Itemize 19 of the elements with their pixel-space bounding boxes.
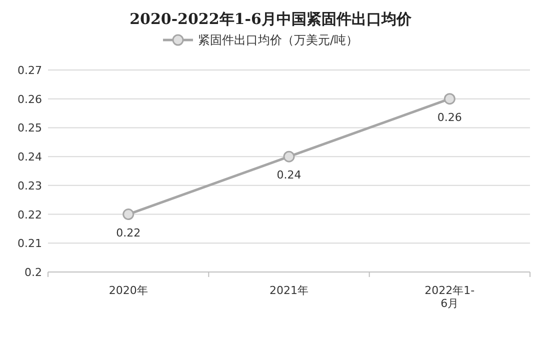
y-tick-label: 0.22 — [18, 208, 42, 222]
point — [122, 208, 134, 220]
y-tick-label: 0.2 — [24, 266, 42, 279]
y-tick-label: 0.26 — [18, 92, 42, 106]
y-tick-label: 0.27 — [18, 64, 42, 77]
y-tick-label: 0.21 — [18, 237, 42, 250]
x-tick-label: 2021年 — [268, 284, 310, 297]
x-tick-label: 2022年1-6月 — [424, 284, 475, 310]
point — [283, 150, 295, 162]
data-label: 0.26 — [437, 110, 462, 124]
y-tick-label: 0.25 — [18, 122, 42, 135]
data-label: 0.22 — [116, 226, 141, 240]
legend-label: 紧固件出口均价（万美元/吨） — [198, 33, 358, 47]
y-tick-label: 0.23 — [18, 179, 42, 192]
y-tick-label: 0.24 — [18, 150, 42, 164]
chart-title: 2020-2022年1-6月中国紧固件出口均价 — [130, 10, 412, 28]
data-label: 0.24 — [276, 168, 302, 182]
point — [444, 93, 456, 105]
x-tick-label: 2020年 — [108, 284, 149, 297]
